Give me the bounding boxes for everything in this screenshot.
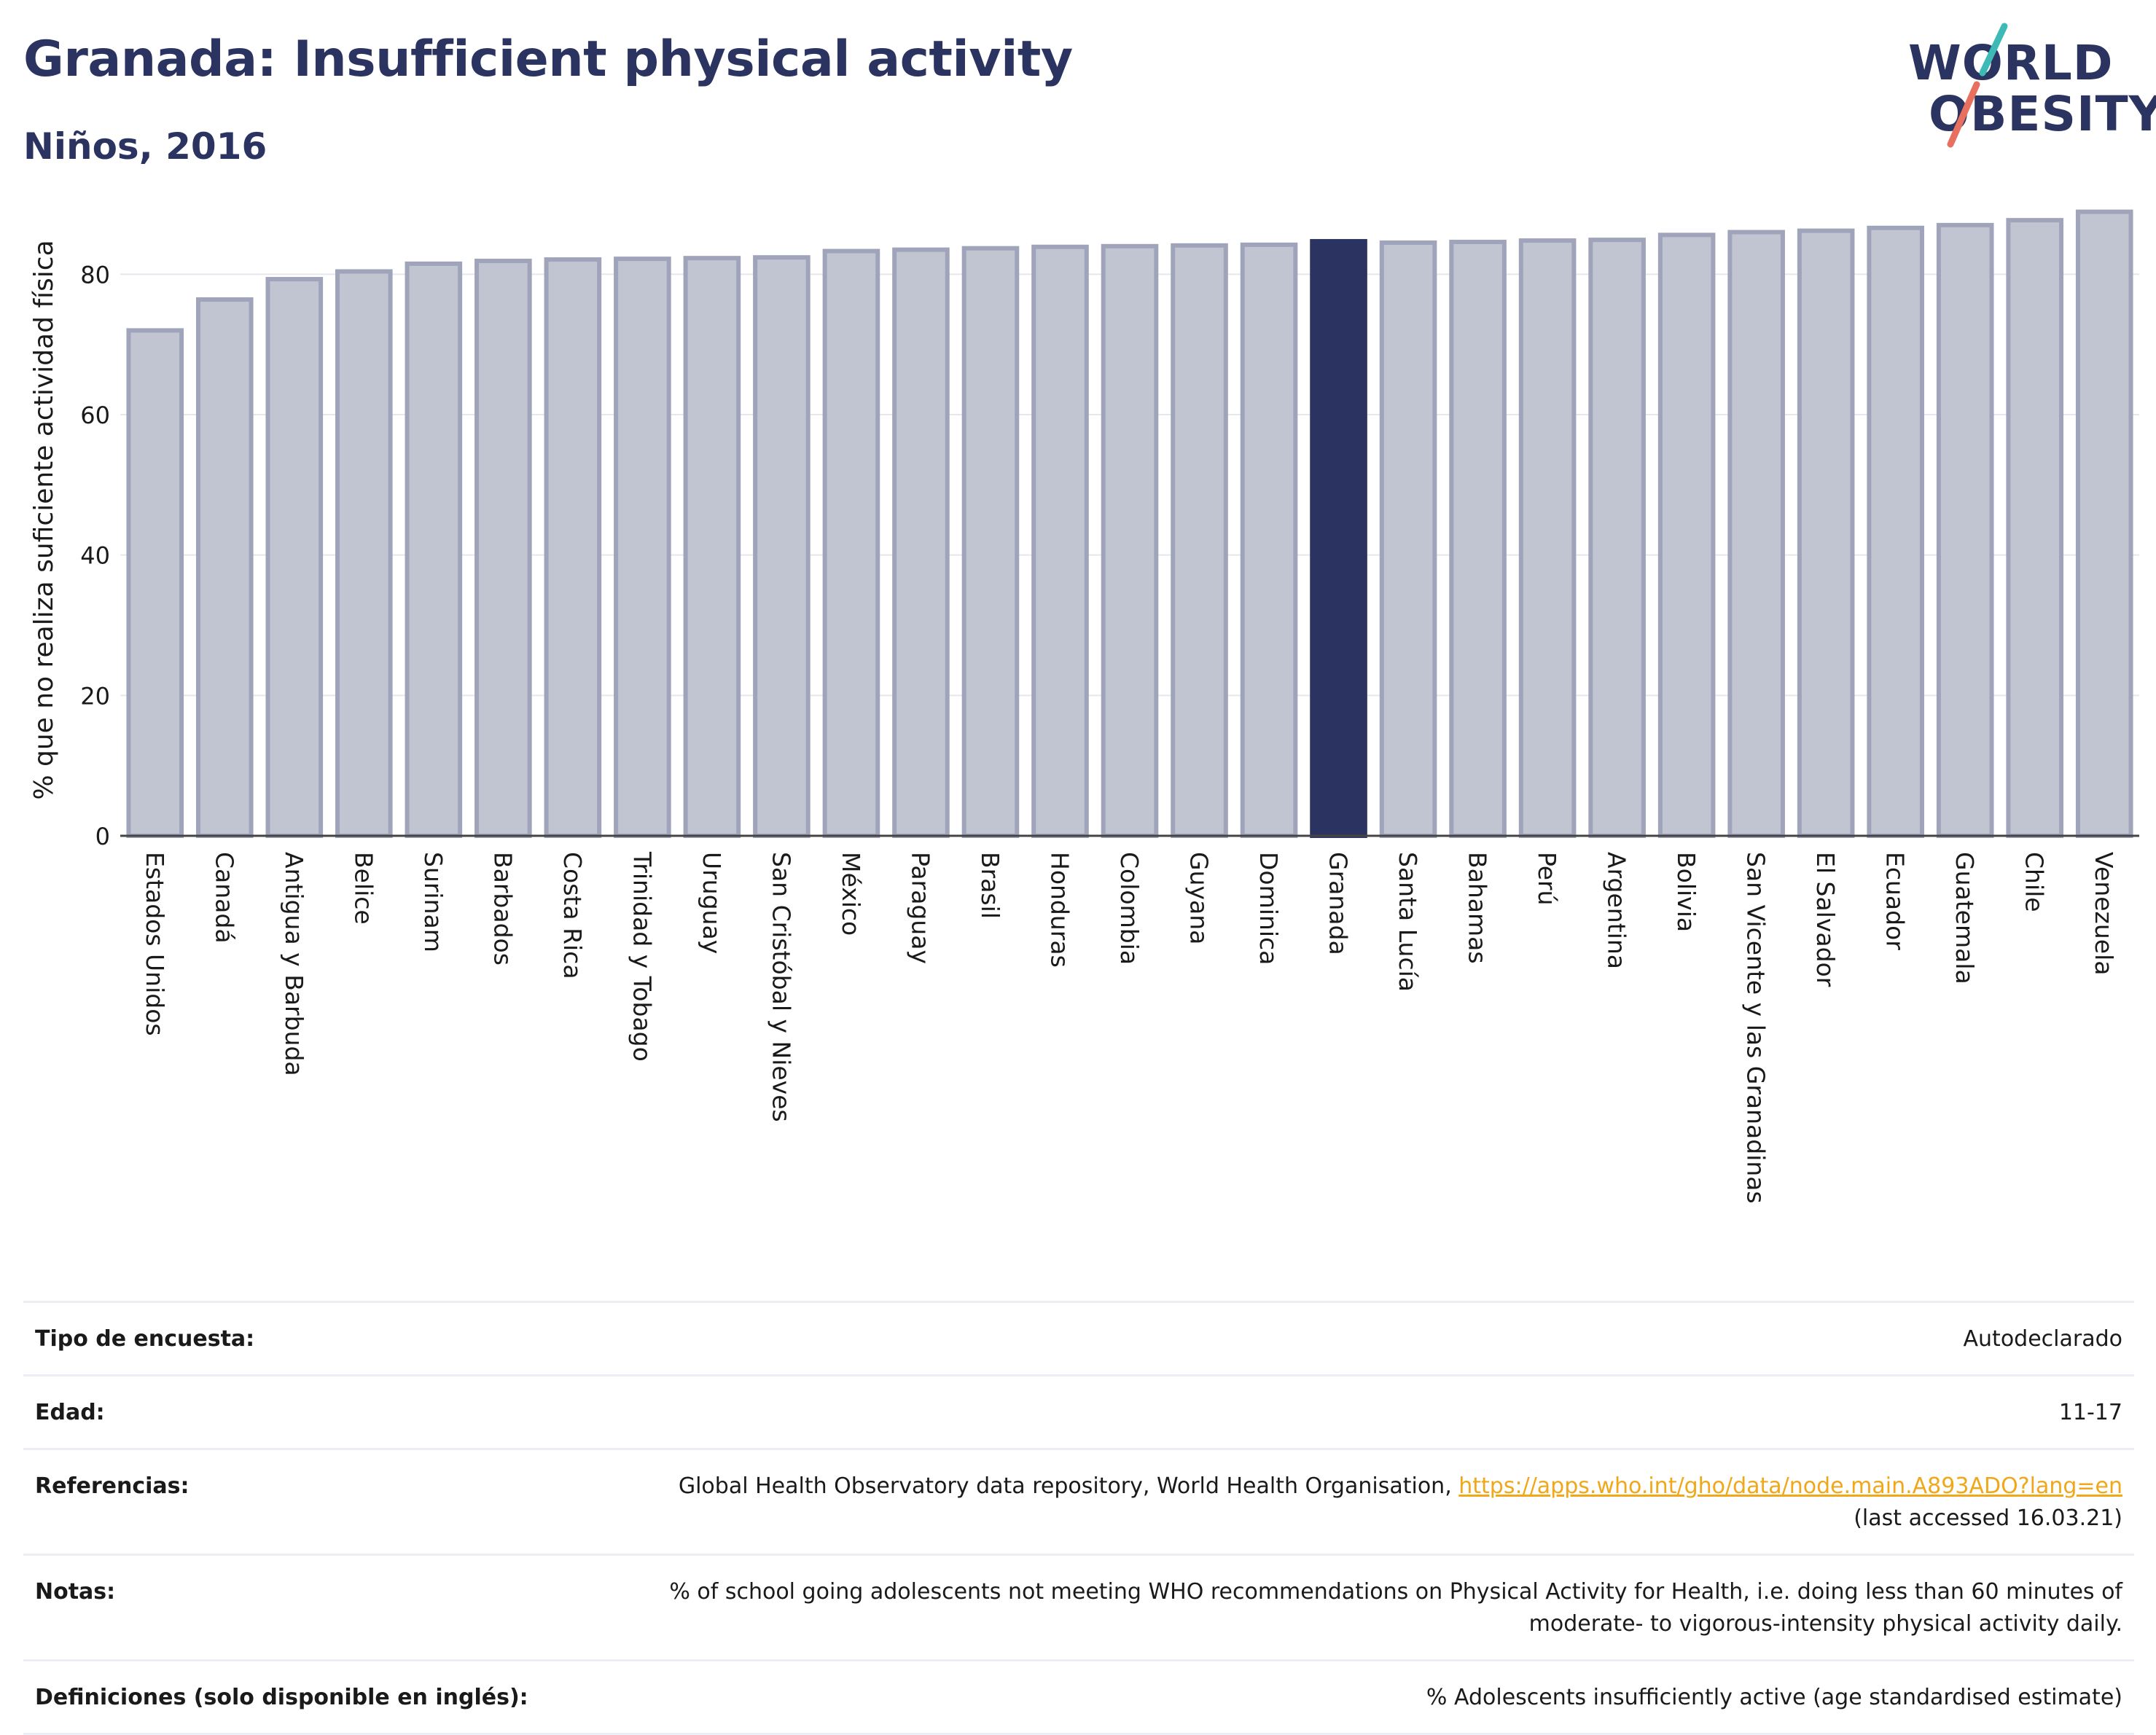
info-value: Autodeclarado [1963,1326,2122,1352]
bar [1101,243,1159,839]
bar [1171,243,1228,838]
info-label: Definiciones (solo disponible en inglés)… [35,1685,528,1710]
reference-link[interactable]: https://apps.who.int/gho/data/node.main.… [1458,1473,2122,1499]
bar [1031,244,1089,839]
y-tick-label: 40 [80,542,110,570]
x-tick-label: Costa Rica [558,852,587,979]
y-axis-title: % que no realiza suficiente actividad fí… [29,240,59,799]
x-tick-label: Belice [349,852,378,925]
x-tick-label: San Vicente y las Granadinas [1742,852,1770,1204]
bar [1518,238,1577,839]
reference-accessed: (last accessed 16.03.21) [1854,1505,2122,1531]
y-tick-label: 60 [80,402,110,429]
bar [335,269,393,839]
bar [683,256,741,838]
info-row-survey-type: Tipo de encuesta: Autodeclarado [23,1303,2134,1376]
bar [265,277,324,838]
bar [1936,222,1994,838]
bar [1797,228,1855,838]
bar [753,255,811,839]
bar [405,261,463,838]
info-value: % Adolescents insufficiently active (age… [1426,1685,2122,1710]
info-row-age: Edad: 11-17 [23,1376,2134,1450]
info-value: Global Health Observatory data repositor… [679,1470,2122,1535]
chart-title: Granada: Insufficient physical activity [23,31,1073,88]
y-tick-label: 80 [80,261,110,289]
logo-slash-icon [1947,23,2008,148]
x-tick-label: Trinidad y Tobago [628,851,656,1062]
bar [1588,238,1646,838]
bar [1310,239,1367,839]
x-tick-label: Brasil [976,852,1004,919]
info-value: 11-17 [2058,1400,2122,1425]
x-tick-label: Estados Unidos [141,852,169,1036]
bar [2075,209,2133,838]
x-tick-label: Granada [1324,852,1353,955]
bar [544,257,602,838]
x-tick-label: Barbados [488,852,517,966]
x-tick-label: Bolivia [1672,852,1700,932]
info-table: Tipo de encuesta: Autodeclarado Edad: 11… [23,1301,2134,1735]
x-tick-label: Perú [1533,852,1561,906]
x-tick-label: Canadá [210,852,238,944]
bar [2006,218,2064,838]
bar [1449,240,1507,838]
x-tick-label: San Cristóbal y Nieves [767,852,795,1122]
x-tick-label: Guyana [1185,852,1214,944]
bar-chart: 0 20 40 60 80 % que no realiza suficiente act… [29,209,2139,1204]
x-tick-label: Uruguay [698,852,726,954]
info-label: Tipo de encuesta: [35,1326,255,1352]
x-tick-label: Honduras [1045,852,1074,968]
x-tick-label: Dominica [1254,852,1283,965]
x-tick-label: El Salvador [1811,852,1840,987]
x-tick-label: México [837,852,865,936]
world-obesity-logo: WORLD OBESITY [1895,22,2156,153]
info-label: Notas: [35,1579,116,1605]
info-label: Referencias: [35,1473,190,1499]
bar [961,246,1020,838]
info-row-definitions: Definiciones (solo disponible en inglés)… [23,1661,2134,1735]
logo-line-1: WORLD [1908,35,2114,91]
bar [1657,232,1716,839]
y-tick-label: 0 [95,823,110,850]
x-tick-label: Guatemala [1950,852,1979,984]
bar [1867,225,1924,838]
bar [1727,230,1785,839]
info-row-references: Referencias: Global Health Observatory d… [23,1450,2134,1556]
x-tick-label: Surinam [419,852,448,952]
bar [474,259,532,838]
x-tick-label: Chile [2020,852,2049,912]
bar [892,247,950,839]
info-label: Edad: [35,1400,105,1425]
bar [614,256,671,838]
x-tick-label: Antigua y Barbuda [280,852,308,1076]
bar [1379,240,1437,838]
x-tick-label: Ecuador [1881,852,1910,950]
reference-text: Global Health Observatory data repositor… [678,1473,1459,1499]
x-tick-label: Venezuela [2090,852,2118,975]
bar [822,248,880,838]
x-tick-label: Bahamas [1464,852,1492,964]
x-tick-label: Argentina [1603,852,1631,969]
info-row-notes: Notas: % of school going adolescents not… [23,1556,2134,1661]
info-value: % of school going adolescents not meetin… [669,1579,2122,1637]
bar [1240,242,1298,838]
x-tick-label: Colombia [1115,852,1144,965]
x-tick-label: Santa Lucía [1394,852,1422,992]
bar [126,328,184,838]
bar [195,297,254,839]
y-tick-label: 20 [80,682,110,710]
x-tick-label: Paraguay [906,852,934,964]
chart-subtitle: Niños, 2016 [23,125,267,168]
